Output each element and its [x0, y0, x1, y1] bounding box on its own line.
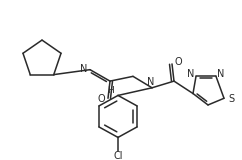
Text: N: N	[147, 77, 155, 87]
Text: N: N	[217, 69, 225, 79]
Text: N: N	[80, 64, 88, 74]
Text: Cl: Cl	[113, 151, 123, 160]
Text: H: H	[107, 86, 113, 95]
Text: N: N	[187, 69, 195, 79]
Text: O: O	[174, 57, 182, 67]
Text: S: S	[228, 94, 234, 104]
Text: O: O	[97, 94, 105, 104]
